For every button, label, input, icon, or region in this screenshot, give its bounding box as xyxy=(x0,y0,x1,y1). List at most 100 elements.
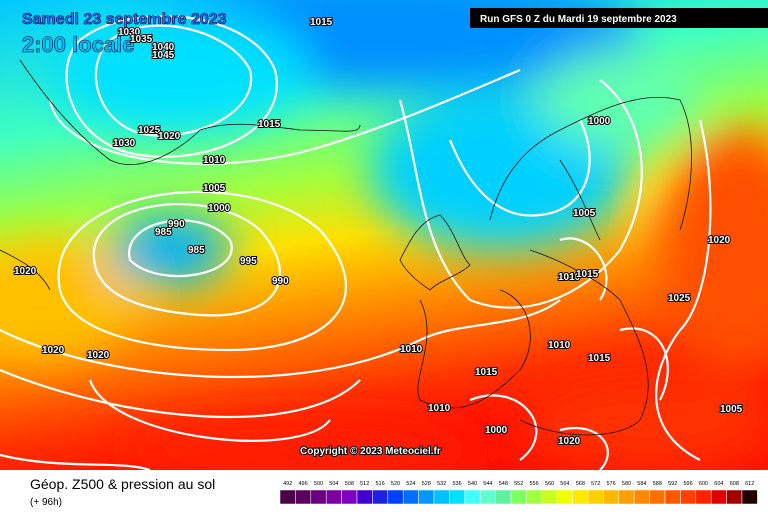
copyright: Copyright © 2023 Meteociel.fr xyxy=(300,446,441,457)
isobar-label: 1030 xyxy=(118,27,141,38)
run-box xyxy=(470,8,768,28)
isobar-label: 1010 xyxy=(558,272,581,283)
isobar-label: 1035 xyxy=(130,34,153,45)
colorbar-label: 572 xyxy=(591,481,600,487)
isobar-label: 1020 xyxy=(42,345,65,356)
isobar-label: 995 xyxy=(240,256,257,267)
colorbar-swatch xyxy=(510,489,527,505)
colorbar-swatch xyxy=(279,489,296,505)
isobar-label: 1015 xyxy=(576,269,599,280)
colorbar-label: 544 xyxy=(483,481,492,487)
colorbar-swatch xyxy=(587,489,604,505)
isobar-label: 990 xyxy=(168,219,185,230)
map-time: 2:00 locale xyxy=(22,32,135,57)
isobar-label: 1005 xyxy=(203,183,226,194)
colorbar-swatch xyxy=(664,489,681,505)
isobar-label: 1045 xyxy=(152,50,175,61)
colorbar-swatch xyxy=(310,489,327,505)
isobar-label: 1005 xyxy=(720,404,743,415)
colorbar-label: 520 xyxy=(391,481,400,487)
colorbar-swatch xyxy=(479,489,496,505)
colorbar-label: 492 xyxy=(283,481,292,487)
isobar-label: 1025 xyxy=(138,125,161,136)
isobar-label: 985 xyxy=(188,245,205,256)
colorbar-swatch xyxy=(541,489,558,505)
colorbar-swatch xyxy=(433,489,450,505)
colorbar-swatch xyxy=(572,489,589,505)
colorbar-label: 608 xyxy=(730,481,739,487)
colorbar-swatch xyxy=(372,489,389,505)
colorbar-label: 564 xyxy=(560,481,569,487)
colorbar-label: 600 xyxy=(699,481,708,487)
colorbar-swatch xyxy=(618,489,635,505)
isobar-label: 1020 xyxy=(87,350,110,361)
colorbar-swatch xyxy=(387,489,404,505)
colorbar-label: 588 xyxy=(653,481,662,487)
colorbar-label: 516 xyxy=(376,481,385,487)
isobar-label: 1025 xyxy=(668,293,691,304)
colorbar-swatch xyxy=(649,489,666,505)
colorbar-swatch xyxy=(495,489,512,505)
colorbar-label: 532 xyxy=(437,481,446,487)
colorbar-swatch xyxy=(680,489,697,505)
colorbar-label: 548 xyxy=(499,481,508,487)
colorbar-label: 556 xyxy=(530,481,539,487)
colorbar-label: 584 xyxy=(637,481,646,487)
isobars xyxy=(0,14,712,470)
colorbar-label: 496 xyxy=(299,481,308,487)
isobar-label: 1010 xyxy=(428,403,451,414)
colorbar-swatch xyxy=(741,489,758,505)
isobar-label: 1020 xyxy=(158,131,181,142)
colorbar-swatch xyxy=(633,489,650,505)
colorbar-label: 536 xyxy=(453,481,462,487)
colorbar-label: 528 xyxy=(422,481,431,487)
isobar-label: 1010 xyxy=(400,344,423,355)
isobar-label: 1030 xyxy=(113,138,136,149)
isobar-label: 985 xyxy=(155,227,172,238)
isobar-label: 1005 xyxy=(573,208,596,219)
colorbar-swatch xyxy=(710,489,727,505)
isobar-label: 1020 xyxy=(708,235,731,246)
colorbar-label: 576 xyxy=(607,481,616,487)
isobar-label: 1000 xyxy=(208,203,231,214)
colorbar-label: 560 xyxy=(545,481,554,487)
colorbar-swatch xyxy=(603,489,620,505)
colorbar-swatch xyxy=(341,489,358,505)
colorbar-label: 524 xyxy=(406,481,415,487)
colorbar-label: 592 xyxy=(668,481,677,487)
colorbar-label: 568 xyxy=(576,481,585,487)
colorbar-swatch xyxy=(325,489,342,505)
map-field xyxy=(0,0,768,470)
colorbar-swatch xyxy=(526,489,543,505)
isobar-label: 1020 xyxy=(14,266,37,277)
colorbar-label: 596 xyxy=(684,481,693,487)
colorbar-swatch xyxy=(402,489,419,505)
run-info: Run GFS 0 Z du Mardi 19 septembre 2023 xyxy=(480,14,677,25)
colorbar-label: 580 xyxy=(622,481,631,487)
map-date: Samedi 23 septembre 2023 xyxy=(22,11,227,28)
colorbar-label: 540 xyxy=(468,481,477,487)
footer-title: Géop. Z500 & pression au sol xyxy=(30,476,215,492)
colorbar-label: 552 xyxy=(514,481,523,487)
colorbar-swatch xyxy=(356,489,373,505)
colorbar: 492 496 500 504 508 512 516 520 524 528 532 536 540 5… xyxy=(279,481,758,505)
isobar-label: 1015 xyxy=(475,367,498,378)
colorbar-label: 512 xyxy=(360,481,369,487)
isobar-label: 1015 xyxy=(258,119,281,130)
colorbar-swatch xyxy=(695,489,712,505)
colorbar-swatch xyxy=(464,489,481,505)
isobar-label: 1015 xyxy=(588,353,611,364)
colorbar-swatch xyxy=(449,489,466,505)
footer-lead: (+ 96h) xyxy=(30,497,62,508)
isobar-label: 1015 xyxy=(310,17,333,28)
isobar-label: 1000 xyxy=(588,116,611,127)
colorbar-swatch xyxy=(418,489,435,505)
colorbar-swatch xyxy=(295,489,312,505)
isobar-label: 1000 xyxy=(485,425,508,436)
colorbar-label: 504 xyxy=(329,481,338,487)
isobar-label: 1040 xyxy=(152,42,175,53)
colorbar-label: 500 xyxy=(314,481,323,487)
colorbar-swatch xyxy=(556,489,573,505)
